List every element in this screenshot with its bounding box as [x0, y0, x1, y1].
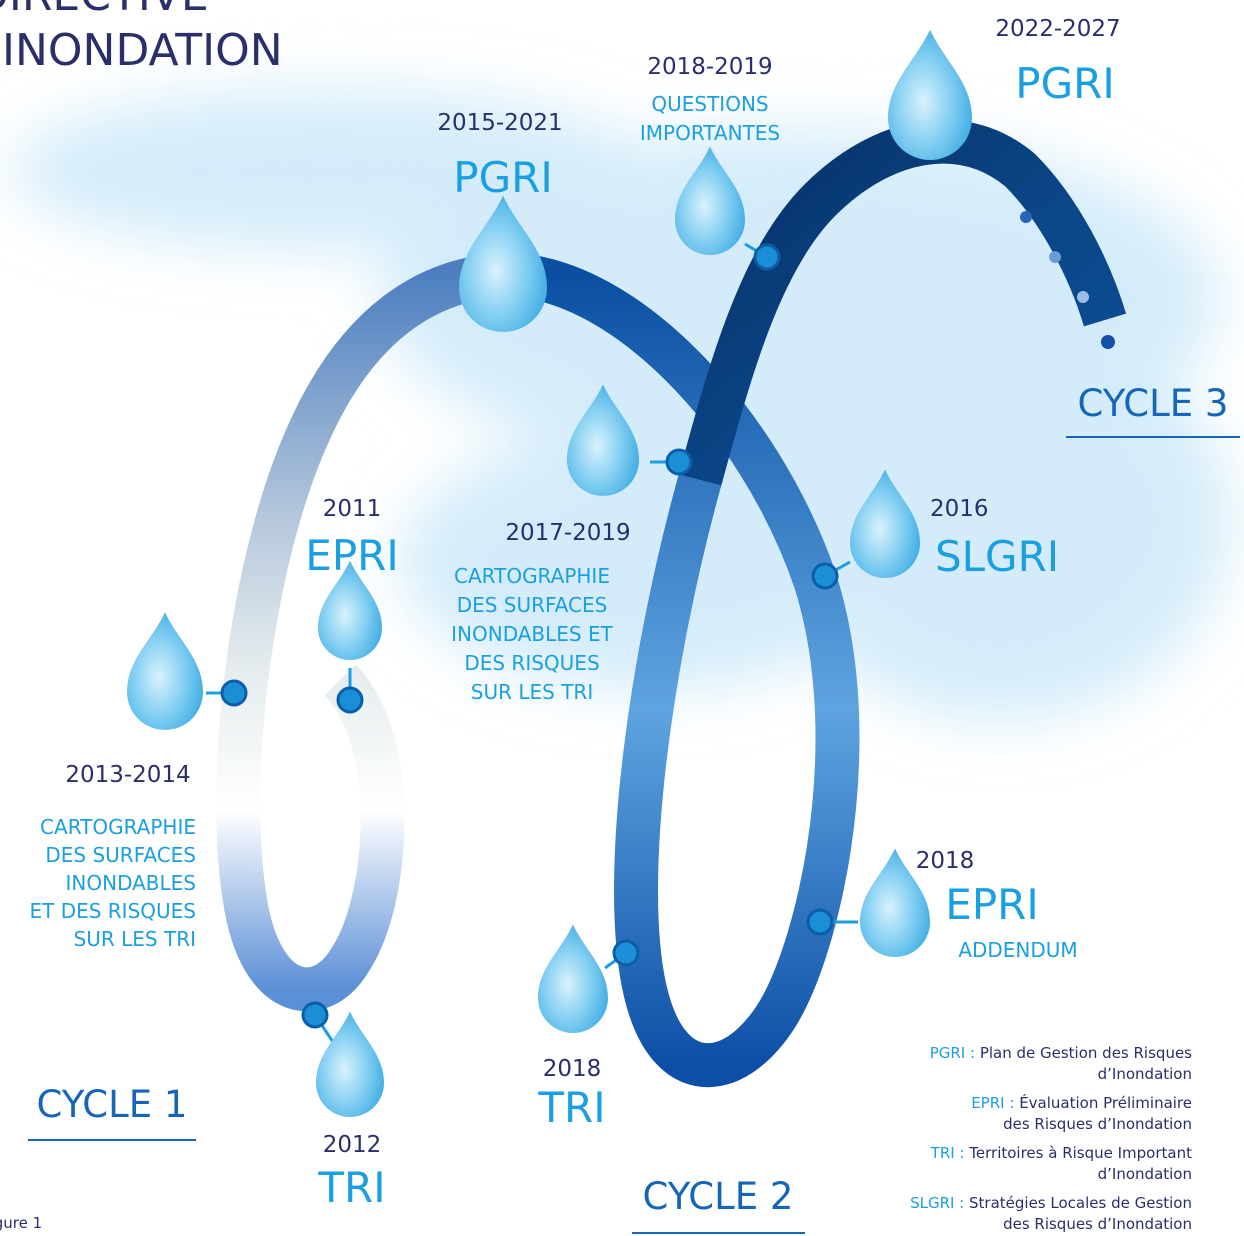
legend-entry: d’Inondation: [1098, 1165, 1192, 1183]
event-description: DES RISQUES: [464, 651, 599, 675]
legend-abbr: TRI :: [930, 1144, 965, 1162]
event-label: PGRI: [1015, 59, 1114, 108]
drop-icon: [127, 612, 203, 730]
event-period: 2018: [916, 848, 975, 874]
legend-definition: des Risques d’Inondation: [1003, 1215, 1192, 1233]
connector-dot: [614, 941, 638, 965]
event-description: ADDENDUM: [958, 938, 1077, 962]
event-label: EPRI: [945, 880, 1038, 929]
event-description: IMPORTANTES: [640, 121, 780, 145]
caption: Figure 1: [0, 1214, 42, 1232]
drop-icon: [316, 1012, 384, 1117]
legend-entry: des Risques d’Inondation: [1003, 1115, 1192, 1133]
event-label: SLGRI: [935, 532, 1059, 581]
drop-icon: [538, 925, 608, 1034]
event-description: QUESTIONS: [651, 92, 768, 116]
legend-abbr: PGRI :: [930, 1044, 975, 1062]
legend-definition: Territoires à Risque Important: [968, 1144, 1192, 1162]
connector-dot: [338, 688, 362, 712]
connector-dot: [667, 450, 691, 474]
event-period: 2018: [543, 1056, 602, 1082]
legend-definition: Plan de Gestion des Risques: [980, 1044, 1192, 1062]
event-period: 2016: [930, 496, 989, 522]
event: 2018 EPRI ADDENDUM: [808, 848, 1078, 962]
legend-definition: Stratégies Locales de Gestion: [969, 1194, 1192, 1212]
connector-dot: [808, 910, 832, 934]
event-description: INONDABLES ET: [451, 622, 613, 646]
event-period: 2022-2027: [995, 16, 1120, 42]
title: INONDATION: [2, 25, 283, 76]
cycle-label: CYCLE 2: [643, 1175, 794, 1218]
legend-entry: des Risques d’Inondation: [1003, 1215, 1192, 1233]
event: 2012 TRI: [303, 1003, 386, 1212]
event-description: SUR LES TRI: [471, 680, 593, 704]
legend-definition: d’Inondation: [1098, 1065, 1192, 1083]
event-description: SUR LES TRI: [74, 927, 196, 951]
cycle-label: CYCLE 3: [1078, 382, 1229, 425]
legend-entry: d’Inondation: [1098, 1065, 1192, 1083]
legend-abbr: SLGRI :: [910, 1194, 964, 1212]
legend-definition: d’Inondation: [1098, 1165, 1192, 1183]
legend-entry: PGRI : Plan de Gestion des Risques: [930, 1044, 1192, 1062]
connector-dot: [813, 564, 837, 588]
event-description: CARTOGRAPHIE: [40, 815, 196, 839]
event-period: 2018-2019: [647, 54, 772, 80]
event-label: PGRI: [453, 153, 552, 202]
event-period: 2012: [323, 1132, 382, 1158]
legend-entry: EPRI : Évaluation Préliminaire: [971, 1093, 1192, 1112]
event-period: 2013-2014: [65, 762, 190, 788]
drop-icon: [888, 30, 972, 160]
legend-entry: SLGRI : Stratégies Locales de Gestion: [910, 1194, 1192, 1212]
legend-definition: des Risques d’Inondation: [1003, 1115, 1192, 1133]
event-description: DES SURFACES: [45, 843, 196, 867]
infographic: DIRECTIVE INONDATION Figure 1 2011EPRI20…: [0, 0, 1244, 1236]
event-label: TRI: [317, 1163, 385, 1212]
event-description: ET DES RISQUES: [29, 899, 196, 923]
connector-dot: [303, 1003, 327, 1027]
event-period: 2011: [323, 496, 382, 522]
legend-definition: Évaluation Préliminaire: [1019, 1093, 1192, 1112]
event-description: INONDABLES: [66, 871, 197, 895]
cycle-label: CYCLE 1: [37, 1083, 188, 1126]
event-period: 2017-2019: [505, 520, 630, 546]
event-label: EPRI: [305, 531, 398, 580]
event-description: CARTOGRAPHIE: [454, 564, 610, 588]
connector-dot: [755, 245, 779, 269]
title: DIRECTIVE: [0, 0, 209, 21]
event-description: DES SURFACES: [457, 593, 608, 617]
event: 2013-2014 CARTOGRAPHIE DES SURFACES INONDAB…: [29, 612, 246, 951]
event-label: TRI: [537, 1083, 605, 1132]
legend-entry: TRI : Territoires à Risque Important: [930, 1144, 1192, 1162]
legend-abbr: EPRI :: [971, 1094, 1014, 1112]
event-period: 2015-2021: [437, 110, 562, 136]
connector-dot: [222, 681, 246, 705]
